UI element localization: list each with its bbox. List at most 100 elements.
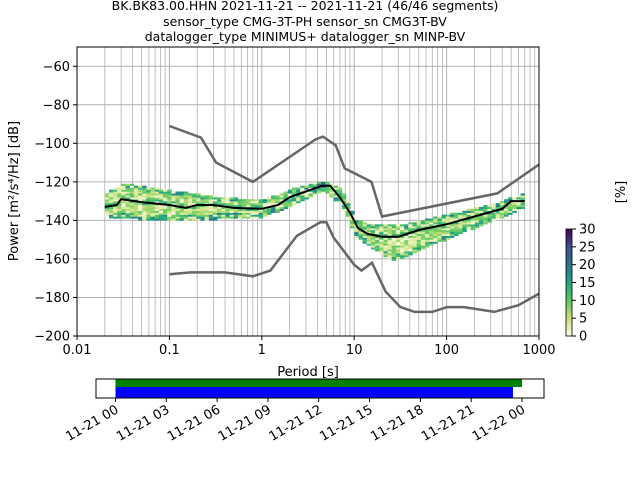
histogram-cell (391, 258, 397, 261)
histogram-cell (412, 235, 417, 238)
histogram-cell (433, 216, 438, 219)
histogram-cell (237, 199, 243, 202)
histogram-cell (283, 193, 289, 196)
histogram-cell (425, 241, 430, 244)
histogram-cell (142, 218, 147, 221)
histogram-cell (246, 216, 251, 219)
histogram-cell (133, 214, 139, 217)
histogram-cell (267, 210, 272, 213)
histogram-cell (113, 195, 118, 198)
histogram-cell (275, 206, 280, 209)
histogram-cell (370, 235, 376, 238)
histogram-cell (487, 206, 492, 209)
histogram-cell (296, 195, 301, 198)
histogram-cell (104, 199, 110, 202)
histogram-cell (233, 212, 239, 215)
histogram-cell (287, 205, 293, 208)
histogram-cell (133, 189, 139, 192)
colorbar-segment (566, 268, 572, 271)
histogram-cell (362, 233, 368, 236)
colorbar-segment (566, 296, 572, 299)
histogram-cell (383, 232, 388, 235)
histogram-cell (163, 193, 168, 196)
histogram-cell (233, 208, 239, 211)
histogram-cell (129, 208, 135, 211)
colorbar-segment (566, 243, 572, 246)
histogram-cell (121, 185, 126, 188)
histogram-cell (383, 251, 388, 254)
colorbar-segment (566, 250, 572, 253)
histogram-cell (483, 222, 488, 225)
histogram-cell (204, 210, 210, 213)
histogram-cell (504, 199, 509, 202)
histogram-cell (113, 208, 118, 211)
histogram-cell (121, 216, 126, 219)
histogram-cell (370, 239, 376, 242)
histogram-cell (125, 187, 131, 190)
histogram-cell (196, 208, 201, 211)
histogram-cell (167, 216, 172, 219)
histogram-cell (175, 214, 180, 217)
histogram-cell (487, 212, 492, 215)
histogram-cell (171, 210, 176, 213)
histogram-cell (387, 237, 393, 240)
mean-curve (104, 184, 525, 238)
histogram-cell (416, 247, 422, 250)
histogram-cell (121, 208, 126, 211)
histogram-cell (233, 214, 239, 217)
histogram-cell (171, 191, 176, 194)
histogram-cell (474, 224, 480, 227)
histogram-cell (121, 210, 126, 213)
histogram-cell (121, 201, 126, 204)
histogram-cell (379, 251, 384, 254)
histogram-cell (113, 191, 118, 194)
colorbar-segment (566, 261, 572, 264)
histogram-cell (479, 218, 484, 221)
histogram-cell (175, 199, 180, 202)
colorbar-tick-label: 15 (579, 276, 596, 291)
histogram-cell (183, 214, 189, 217)
histogram-cell (429, 218, 434, 221)
histogram-cell (204, 201, 210, 204)
histogram-cell (129, 195, 135, 198)
histogram-cell (395, 239, 401, 242)
histogram-cell (117, 210, 122, 213)
histogram-cell (458, 210, 463, 213)
histogram-cell (504, 206, 509, 209)
histogram-cell (458, 232, 463, 235)
histogram-cell (462, 228, 467, 231)
histogram-cell (391, 255, 397, 258)
histogram-cell (275, 197, 280, 200)
histogram-cell (250, 205, 255, 208)
histogram-cell (404, 249, 409, 252)
histogram-cell (470, 208, 476, 211)
histogram-cell (445, 224, 451, 227)
histogram-cell (167, 210, 172, 213)
coverage-tick-label: 11-21 03 (114, 402, 172, 444)
histogram-cell (504, 212, 509, 215)
histogram-cell (400, 253, 405, 256)
histogram-cell (254, 199, 259, 202)
colorbar-segment (566, 305, 572, 308)
histogram-cell (192, 193, 197, 196)
histogram-cell (516, 206, 521, 209)
histogram-cell (104, 210, 110, 213)
histogram-cell (429, 239, 434, 242)
histogram-cell (508, 206, 513, 209)
histogram-cell (416, 249, 422, 252)
colorbar-segment (566, 234, 572, 237)
histogram-cell (208, 214, 214, 217)
histogram-cell (375, 230, 380, 233)
histogram-cell (138, 203, 143, 206)
histogram-cell (333, 199, 338, 202)
histogram-cell (275, 199, 280, 202)
histogram-cell (370, 243, 376, 246)
histogram-cell (441, 237, 447, 240)
histogram-cell (200, 197, 205, 200)
colorbar-segment (566, 311, 572, 314)
histogram-cell (296, 189, 301, 192)
colorbar-segment (566, 246, 572, 249)
histogram-cell (154, 193, 160, 196)
histogram-cell (370, 232, 376, 235)
histogram-cell (358, 233, 363, 236)
